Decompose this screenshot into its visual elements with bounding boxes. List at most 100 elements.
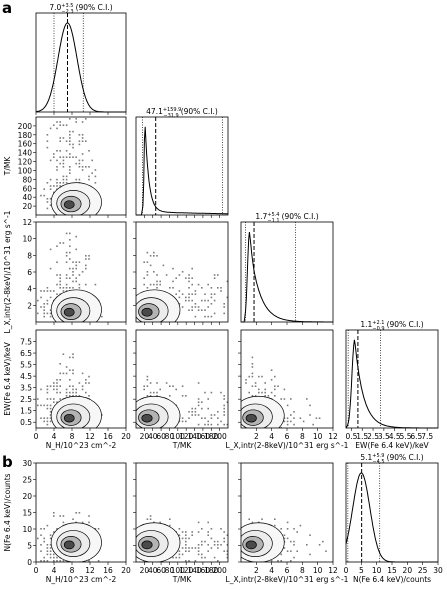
panel-a-nh-t-sample-point <box>62 137 65 139</box>
panel-a-nh-t-sample-point <box>81 153 84 155</box>
panel-a-nh-t-sample-point <box>62 162 65 165</box>
panel-b-t-n-sample-point <box>217 540 219 543</box>
panel-b-t-n-sample-point <box>223 531 225 533</box>
panel-b-t-n-xtick-label-0: 20 <box>140 566 150 575</box>
panel-a-nh-lx-sample-point <box>69 251 71 254</box>
panel-b-t-n-sample-point <box>181 531 184 533</box>
panel-a-lx-ew-sample-point <box>258 375 260 378</box>
panel-a-t-ew-xtick-label-8: 180 <box>204 432 219 441</box>
panel-b-nh-n-sample-point <box>56 556 58 559</box>
panel-a-nh-t-sample-point <box>69 140 71 142</box>
panel-a-t-ew-sample-point <box>204 391 206 394</box>
panel-a-nh-lx-sample-point <box>65 283 68 286</box>
panel-a-t-ew-sample-point <box>223 411 225 413</box>
panel-a-nh-t-sample-point <box>56 121 58 123</box>
panel-a-t-ew-sample-point <box>143 388 145 391</box>
panel-a-lx-ew-xtick-label-5: 12 <box>328 432 338 441</box>
panel-b-lx-n-sample-point <box>270 560 273 562</box>
panel-b-t-n-sample-point <box>181 547 184 549</box>
panel-a-nh-ew-sample-point <box>46 398 49 400</box>
panel-a-nh-ew-xtick-label-1: 4 <box>52 432 57 441</box>
panel-a-nh-t-sample-point <box>65 150 68 152</box>
panel-a-t-lx-sample-point <box>185 299 187 302</box>
panel-a-lx-ew-sample-point <box>286 417 289 419</box>
panel-b-nh-n-sample-point <box>46 524 49 527</box>
panel-a-lx-ew-sample-point <box>274 375 276 378</box>
panel-a-nh-ew-sample-point <box>49 411 52 413</box>
panel-a-t-ew-sample-point <box>175 388 177 391</box>
panel-a-nh-ew-sample-point <box>69 391 71 394</box>
panel-a-t-ew-sample-point <box>197 382 200 384</box>
panel-a-lx-ew-sample-point <box>293 411 295 413</box>
panel-a-t-ew-sample-point <box>201 401 203 403</box>
panel-b-t-n-sample-point <box>188 537 190 540</box>
panel-a-nh-t-sample-point <box>78 143 81 146</box>
panel-a-nh-t-sample-point <box>49 159 52 162</box>
panel-a-t-ew-frame <box>135 329 229 429</box>
panel-a-nh-lx-sample-point <box>69 245 71 247</box>
panel-a-nh-t-sample-point <box>69 172 71 174</box>
panel-a-nh-ew-sample-point <box>53 401 55 403</box>
panel-a-nh-ew-contour-3 <box>63 413 75 423</box>
panel-b-ew-n-xtick-label-2: 10 <box>372 566 382 575</box>
panel-a-nh-lx-sample-point <box>56 274 58 276</box>
panel-a-t-lx-sample-point <box>210 303 213 305</box>
panel-a-lx-ew-sample-point <box>251 356 254 359</box>
panel-a-nh-t-sample-point <box>75 178 77 181</box>
panel-b-t-n-sample-point <box>207 531 209 533</box>
panel-a-nh-ew-sample-point <box>56 385 58 387</box>
panel-a-nh-t-sample-point <box>56 150 58 152</box>
panel-b-nh-n-sample-point <box>49 553 52 556</box>
panel-a-lx-ew-sample-point <box>274 388 276 391</box>
panel-a-nh-t-ytick-label-9: 200 <box>18 122 33 131</box>
panel-a-nh-lx-sample-point <box>62 287 65 289</box>
panel-a-nh-ew-sample-point <box>85 391 87 394</box>
panel-a-t-lx-sample-point <box>188 309 190 311</box>
panel-a-nh-ew-sample-point <box>72 388 74 391</box>
panel-a-ew-ew-xtick-label-3: 3.5 <box>378 432 390 441</box>
panel-b-xlabel-n: N(Fe 6.4 keV)/counts <box>353 575 431 584</box>
panel-a-nh-t-sample-point <box>53 124 55 126</box>
panel-b-t-n-sample-point <box>146 518 149 520</box>
panel-a-nh-t-sample-point <box>49 188 52 190</box>
panel-a-t-ew-sample-point <box>191 407 193 410</box>
panel-a-t-lx-sample-point <box>188 299 190 302</box>
panel-b-xlabel-t: T/MK <box>172 575 193 584</box>
panel-a-nh-ew-sample-point <box>81 385 84 387</box>
panel-b-xlabel-nh: N_H/10^23 cm^-2 <box>46 575 117 584</box>
panel-a-nh-lx-sample-point <box>37 312 39 315</box>
panel-a-t-ew-sample-point <box>181 417 184 419</box>
panel-a-nh-lx-sample-point <box>46 303 49 305</box>
panel-a-t-lx-sample-point <box>149 255 152 257</box>
panel-a-t-ew-sample-point <box>197 404 200 407</box>
panel-a-lx-ew-sample-point <box>264 391 266 394</box>
panel-b-nh-n-sample-point <box>81 521 84 524</box>
panel-a-nh-t-ytick-label-5: 120 <box>18 158 33 167</box>
panel-a-nh-ew-sample-point <box>72 369 74 371</box>
panel-b-lx-n-xtick-label-5: 12 <box>328 566 338 575</box>
panel-a-nh-ew-sample-point <box>53 385 55 387</box>
panel-b-nh-n-sample-point <box>46 553 49 556</box>
panel-a-t-lx-sample-point <box>201 299 203 302</box>
panel-a-t-ew-sample-point <box>159 388 161 391</box>
panel-a-nh-t-sample-point <box>46 140 49 142</box>
panel-b-nh-n-sample-point <box>43 560 45 562</box>
panel-a-t-ew-sample-point <box>226 423 228 426</box>
panel-a-nh-ew-sample-point <box>43 417 45 419</box>
panel-a-t-ew-sample-point <box>169 385 171 387</box>
panel-a-nh-t-sample-point <box>75 156 77 158</box>
panel-a-nh-t-ytick-label-3: 80 <box>22 175 32 184</box>
panel-a-nh-t-sample-point <box>78 159 81 162</box>
panel-b-lx-n-sample-point <box>293 544 295 546</box>
panel-a-nh-t-sample-point <box>88 175 90 178</box>
panel-a-t-lx-sample-point <box>226 296 228 299</box>
panel-a-t-lx-sample-point <box>191 267 193 270</box>
panel-a-nh-ew-sample-point <box>81 372 84 375</box>
panel-a-nh-lx-sample-point <box>43 306 45 308</box>
panel-a-nh-t-scatter-group <box>40 118 102 215</box>
panel-a-nh-t-sample-point <box>94 182 97 184</box>
panel-b-nh-n-sample-point <box>59 515 61 517</box>
panel-b-lx-n-sample-point <box>280 560 282 562</box>
panel-b-lx-n-sample-point <box>286 537 289 540</box>
panel-a-t-ew-sample-point <box>210 417 213 419</box>
